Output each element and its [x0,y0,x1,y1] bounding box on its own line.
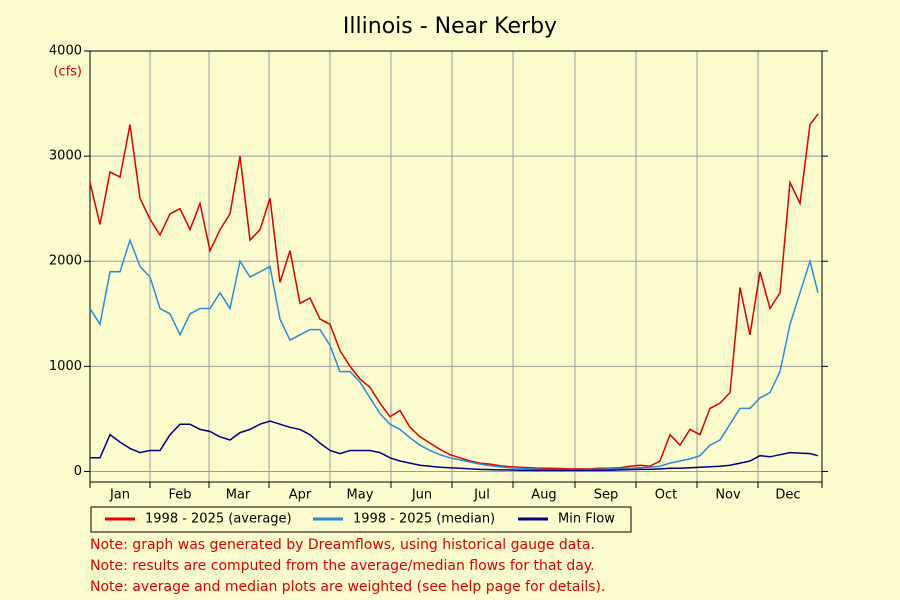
y-tick-label: 1000 [49,359,82,374]
x-tick-label: Aug [531,488,556,503]
chart-title: Illinois - Near Kerby [343,14,557,39]
note: Note: graph was generated by Dreamflows,… [90,537,595,553]
legend-label: Min Flow [558,512,615,527]
series-line [89,237,819,471]
note: Note: average and median plots are weigh… [90,579,605,595]
legend-box [90,506,632,533]
x-tick-label: Nov [715,488,741,503]
y-tick-label: 0 [74,464,82,479]
x-tick-label: Jul [473,488,490,503]
y-unit: (cfs) [53,65,82,80]
x-tick-label: Apr [289,488,312,503]
series-line [89,113,819,470]
x-tick-label: Mar [226,488,251,503]
x-tick-label: Jun [411,488,432,503]
y-tick-label: 3000 [49,149,82,164]
x-tick-label: Jan [109,488,130,503]
legend-label: 1998 - 2025 (median) [353,512,495,527]
series-line [90,420,819,472]
legend-label: 1998 - 2025 (average) [145,512,292,527]
note: Note: results are computed from the aver… [90,558,595,574]
plot-frame [89,50,823,483]
x-tick-label: Oct [655,488,677,503]
x-tick-label: Sep [594,488,619,503]
y-tick-label: 4000 [49,44,82,59]
y-tick-label: 2000 [49,254,82,269]
x-tick-label: Dec [775,488,800,503]
x-tick-label: Feb [168,488,191,503]
x-tick-label: May [347,488,374,503]
